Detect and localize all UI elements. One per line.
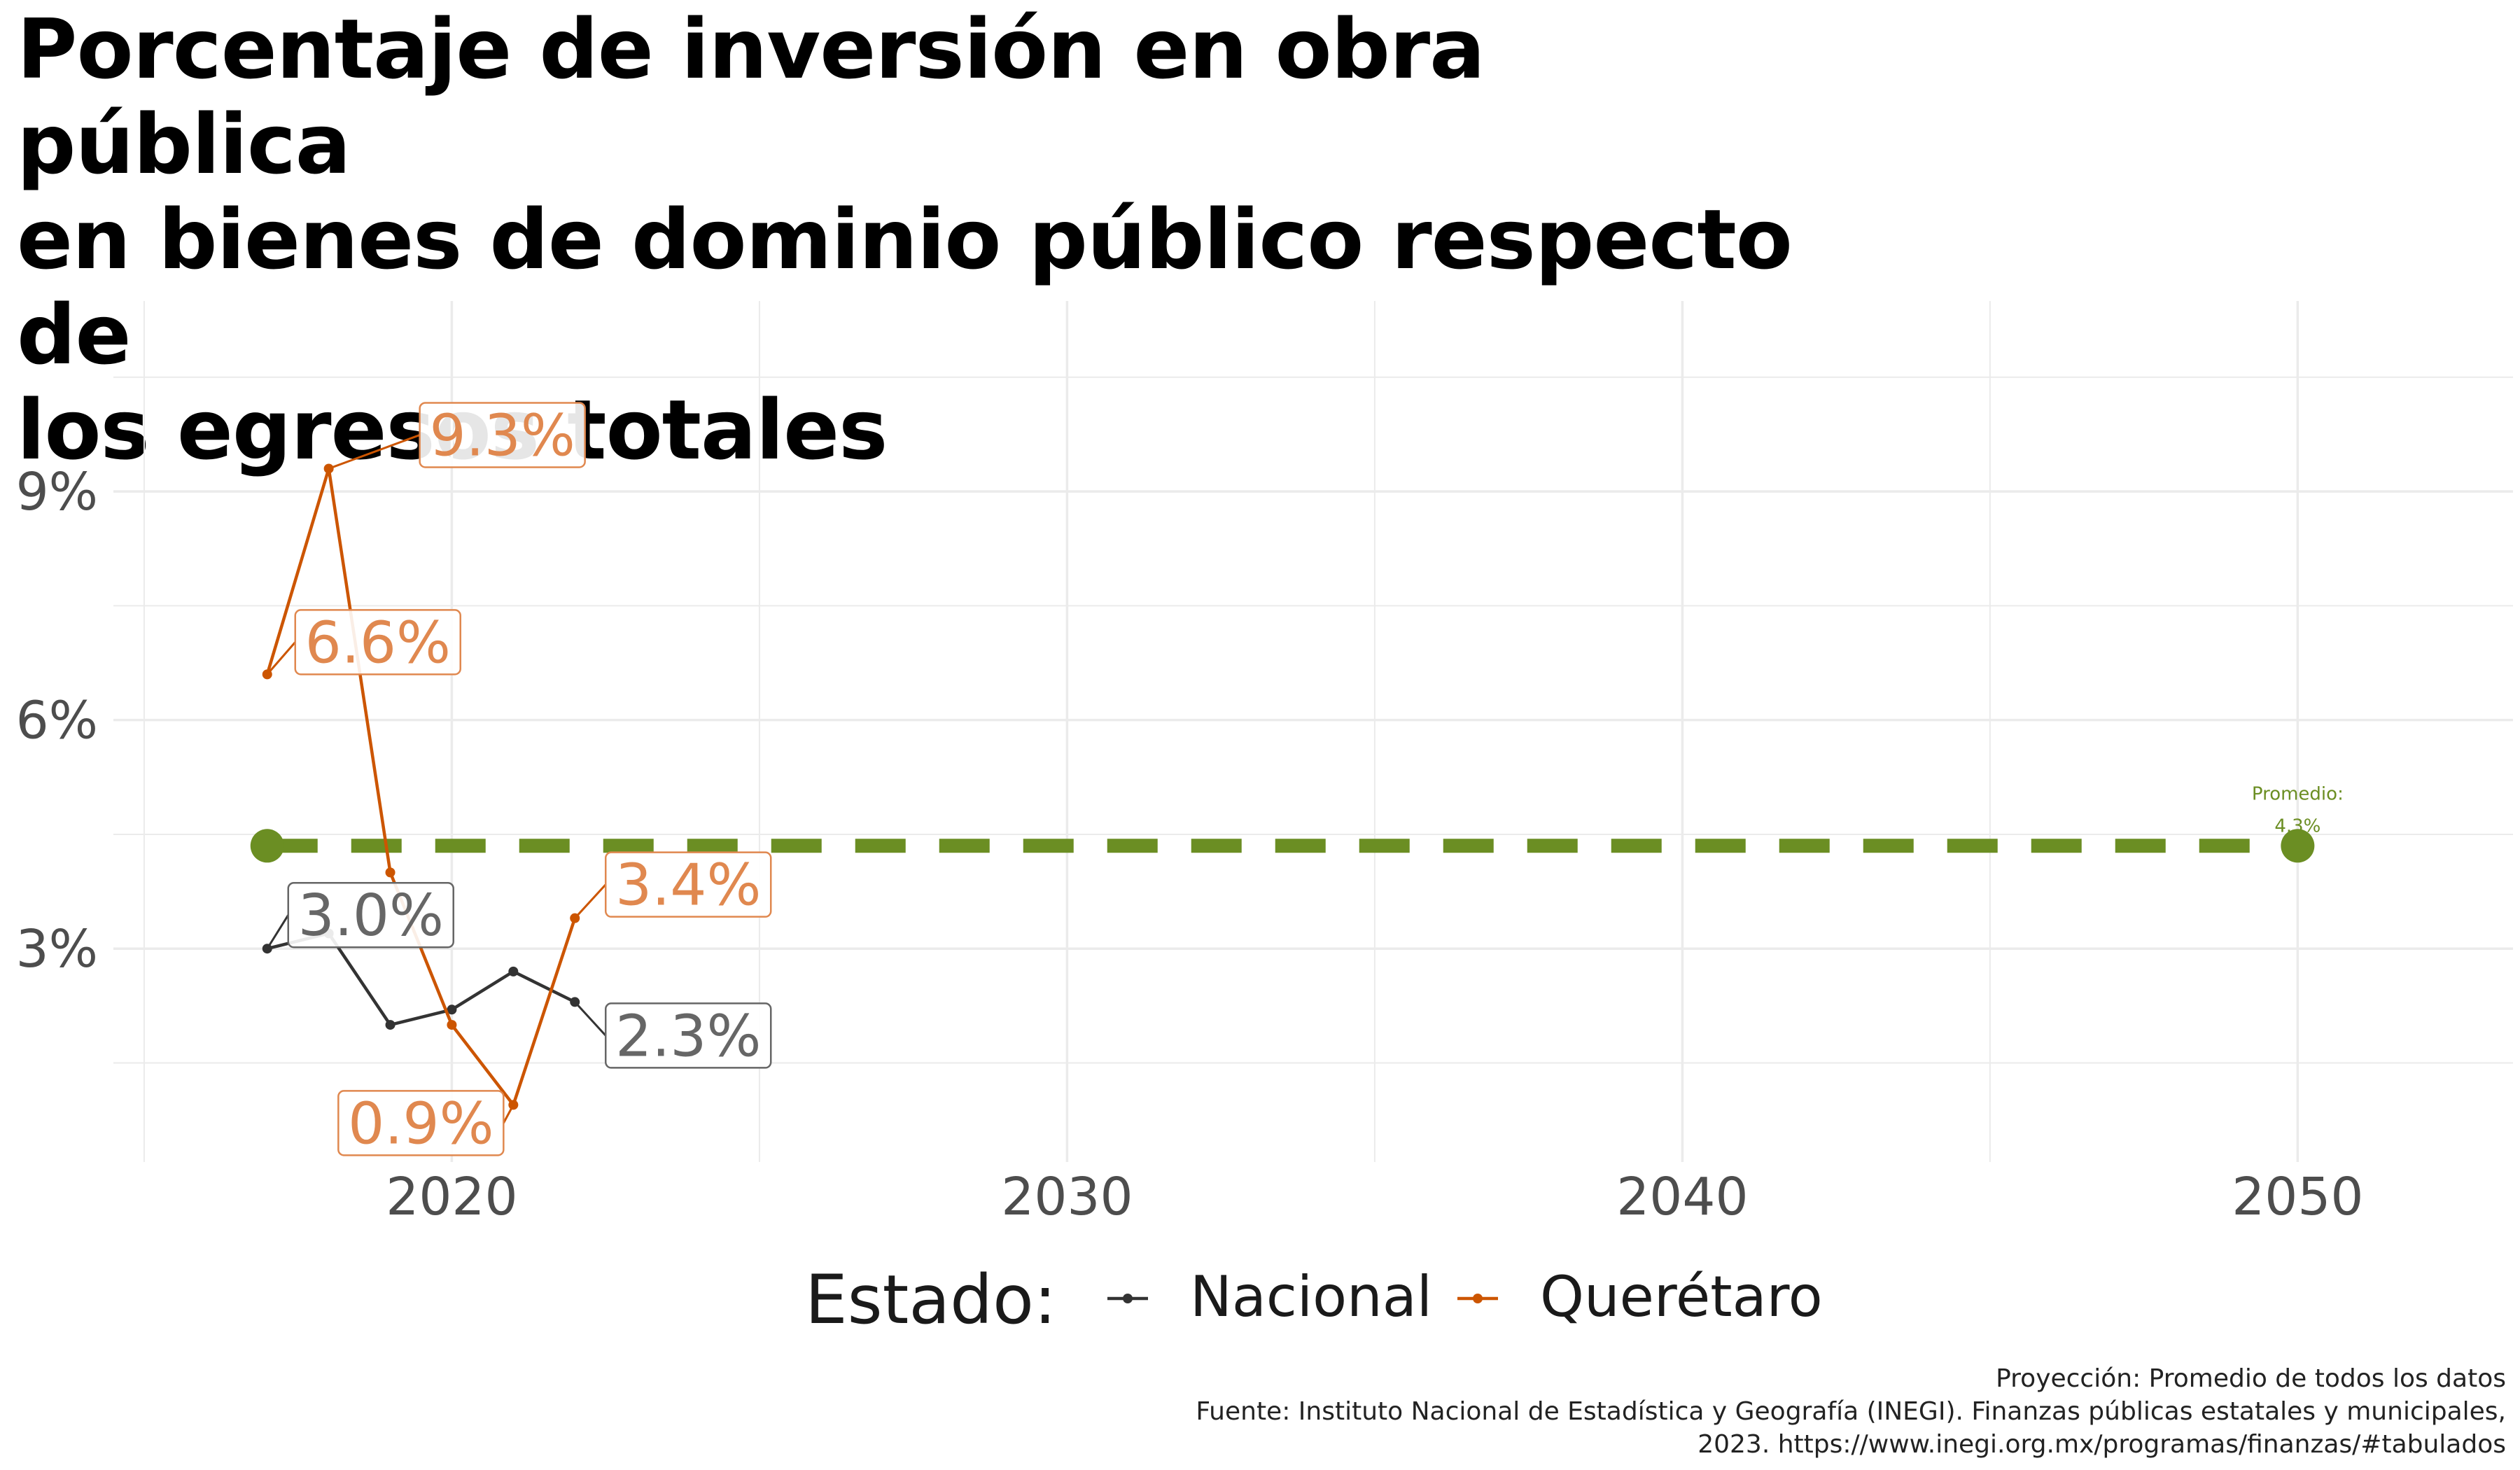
y-tick-label: 3% [16, 919, 98, 979]
data-labels-layer: 9.3% 6.6% 3.4% 0.9% 3.0% 2.3% [266, 402, 772, 1157]
projection-label-title: Promedio: [2252, 783, 2344, 804]
data-label: 3.4% [615, 853, 761, 919]
data-point [385, 1020, 396, 1030]
data-label: 3.0% [298, 883, 444, 949]
data-point [447, 1020, 457, 1030]
data-label-box [604, 851, 772, 918]
axis-tick-labels: 2020 2030 2040 2050 3% 6% 9% [16, 462, 2364, 1227]
y-tick-label: 9% [16, 462, 98, 522]
chart-title-line-2: en bienes de dominio público respecto de [17, 191, 1793, 383]
legend-key-point [1123, 1294, 1133, 1303]
series-line-queretaro [265, 467, 577, 1107]
data-point [508, 966, 519, 976]
x-tick-label: 2030 [1001, 1167, 1133, 1227]
projection-layer: Promedio: 4.3% [250, 783, 2344, 863]
y-tick-label: 6% [16, 691, 98, 751]
label-leader-line [574, 1001, 607, 1037]
data-label: 0.9% [348, 1091, 493, 1157]
x-tick-label: 2040 [1616, 1167, 1748, 1227]
legend-key-point [1473, 1294, 1483, 1303]
data-label: 6.6% [305, 610, 451, 676]
grid-lines [113, 301, 2513, 1162]
x-tick-label: 2020 [386, 1167, 517, 1227]
projection-point [250, 829, 284, 863]
data-point [447, 1004, 457, 1015]
caption-line-3: 2023. https://www.inegi.org.mx/programas… [1698, 1430, 2506, 1459]
data-label-box [287, 881, 454, 948]
label-leader-line [328, 434, 421, 470]
label-leader-line [266, 641, 296, 676]
legend-label-queretaro: Querétaro [1540, 1264, 1823, 1329]
data-point [385, 867, 396, 878]
data-label-box [294, 609, 461, 676]
chart-title-line-1: Porcentaje de inversión en obra pública [17, 1, 1485, 192]
label-leader-line [574, 883, 607, 919]
caption-line-2: Fuente: Instituto Nacional de Estadístic… [1196, 1397, 2506, 1426]
series-layer [262, 463, 580, 1110]
x-tick-label: 2050 [2232, 1167, 2363, 1227]
caption-line-1: Proyección: Promedio de todos los datos [1996, 1364, 2506, 1393]
legend: Estado: Nacional Querétaro [805, 1261, 1823, 1339]
data-label-box [419, 402, 586, 468]
legend-label-nacional: Nacional [1190, 1264, 1432, 1329]
label-leader-line [503, 1104, 514, 1124]
data-label: 9.3% [429, 402, 575, 469]
data-label-box [604, 1002, 772, 1069]
chart-caption: Proyección: Promedio de todos los datos … [1196, 1362, 2506, 1461]
projection-label-value: 4.3% [2274, 816, 2320, 836]
projection-point [2281, 829, 2315, 863]
legend-title: Estado: [805, 1261, 1056, 1339]
data-label: 2.3% [615, 1003, 761, 1070]
label-leader-line [266, 914, 290, 950]
data-label-box [337, 1090, 505, 1156]
